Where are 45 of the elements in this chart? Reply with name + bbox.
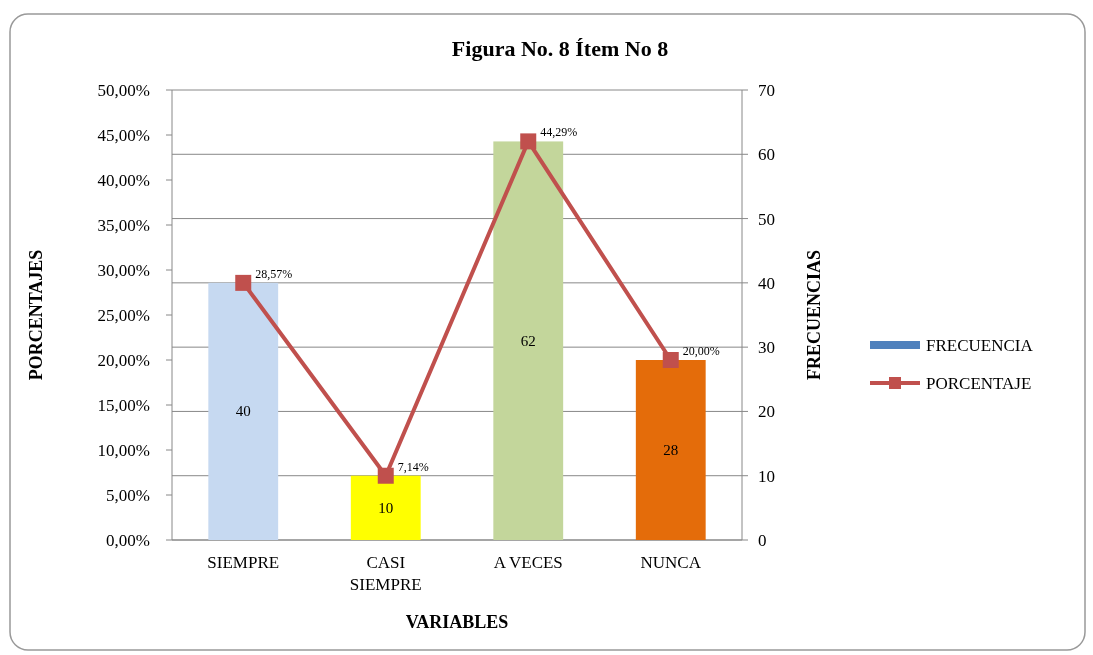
- y-tick-label: 45,00%: [97, 126, 150, 145]
- y-tick-label: 40,00%: [97, 171, 150, 190]
- y-tick-label: 0,00%: [106, 531, 150, 550]
- x-axis-title: VARIABLES: [405, 612, 509, 632]
- x-tick-label: A VECES: [493, 553, 563, 572]
- x-tick-label: SIEMPRE: [207, 553, 280, 572]
- y2-tick-label: 0: [758, 531, 767, 550]
- y-tick-label: 35,00%: [97, 216, 150, 235]
- y2-axis-title: FRECUENCIAS: [804, 249, 824, 381]
- y2-tick-label: 10: [758, 466, 775, 486]
- y-tick-label: 20,00%: [97, 351, 150, 370]
- y-tick-label: 5,00%: [106, 486, 150, 505]
- point: [235, 274, 252, 291]
- x-tick-label: CASI SIEMPRE: [349, 553, 422, 594]
- data-label: 10: [378, 499, 394, 516]
- y2-tick-label: 50: [758, 209, 775, 229]
- point: [662, 352, 679, 368]
- legend-label: PORCENTAJE: [926, 374, 1032, 393]
- y-tick-label: 50,00%: [97, 81, 150, 100]
- data-label: 28,57%: [255, 266, 293, 281]
- data-label: 62: [520, 332, 536, 349]
- y-tick-label: 25,00%: [97, 306, 150, 325]
- y2-tick-label: 20: [758, 402, 775, 422]
- chart-title: Figura No. 8 Ítem No 8: [451, 36, 669, 61]
- y-axis-title: PORCENTAJES: [26, 249, 46, 381]
- x-tick-label: NUNCA: [640, 553, 702, 572]
- data-label: 20,00%: [682, 344, 720, 358]
- y-tick-label: 10,00%: [97, 441, 150, 460]
- point: [520, 133, 537, 150]
- data-label: 7,14%: [397, 459, 429, 474]
- bar: [350, 475, 421, 540]
- y2-tick-label: 70: [758, 81, 775, 100]
- bar: [493, 141, 564, 540]
- data-label: 40: [235, 403, 251, 420]
- bar: [635, 360, 706, 540]
- y2-tick-label: 60: [758, 145, 775, 165]
- y-tick-label: 15,00%: [97, 396, 150, 415]
- data-label: 44,29%: [540, 125, 578, 140]
- y2-tick-label: 40: [758, 273, 775, 293]
- point: [377, 467, 394, 484]
- y2-tick-label: 30: [758, 338, 775, 358]
- y-tick-label: 30,00%: [97, 261, 150, 280]
- text: FRECUENCIA: [926, 336, 1034, 355]
- bar: [208, 282, 279, 540]
- data-label: 28: [663, 442, 679, 458]
